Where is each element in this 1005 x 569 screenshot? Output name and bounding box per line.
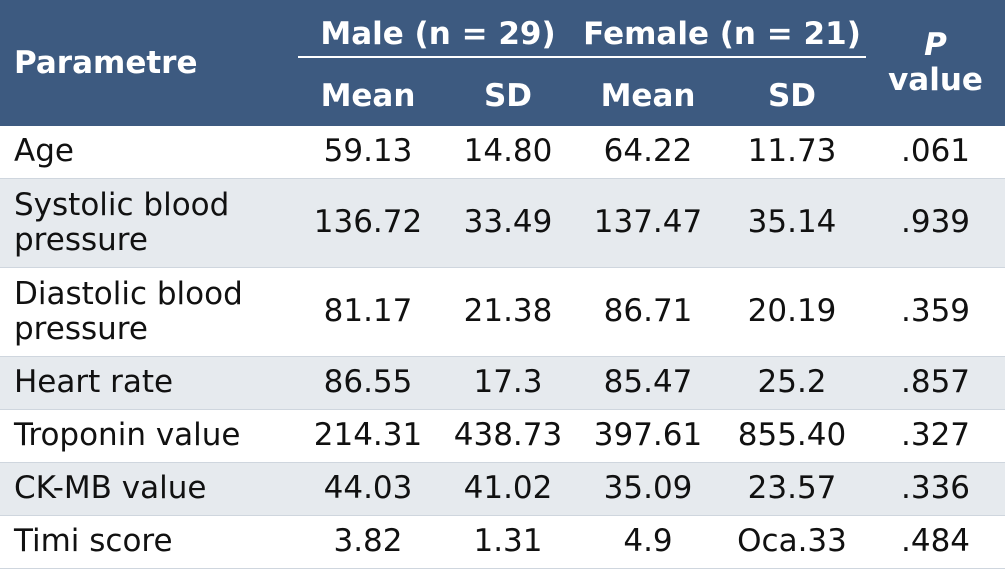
cell-male-sd: 17.3 bbox=[438, 356, 579, 410]
cell-male-mean: 81.17 bbox=[298, 267, 438, 357]
header-male-mean: Mean bbox=[298, 66, 438, 126]
cell-parameter: Systolic blood pressure bbox=[0, 178, 298, 268]
table-row: Systolic blood pressure 136.72 33.49 137… bbox=[0, 178, 1005, 268]
cell-male-mean: 136.72 bbox=[298, 178, 438, 268]
cell-male-mean: 44.03 bbox=[298, 462, 438, 516]
header-male-group: Male (n = 29) bbox=[298, 0, 579, 66]
cell-male-sd: 41.02 bbox=[438, 462, 579, 516]
table-row: CK-MB value 44.03 41.02 35.09 23.57 .336 bbox=[0, 462, 1005, 516]
cell-female-sd: 11.73 bbox=[718, 126, 867, 179]
cell-female-mean: 397.61 bbox=[578, 409, 719, 463]
cell-male-mean: 3.82 bbox=[298, 515, 438, 569]
cell-parameter: Heart rate bbox=[0, 356, 298, 410]
cell-male-sd: 14.80 bbox=[438, 126, 579, 179]
cell-p-value: .061 bbox=[866, 126, 1005, 179]
header-female-group-label: Female (n = 21) bbox=[578, 19, 867, 58]
cell-p-value: .484 bbox=[866, 515, 1005, 569]
table-row: Timi score 3.82 1.31 4.9 Oca.33 .484 bbox=[0, 515, 1005, 569]
cell-parameter: Troponin value bbox=[0, 409, 298, 463]
cell-p-value: .336 bbox=[866, 462, 1005, 516]
table-body: Age 59.13 14.80 64.22 11.73 .061 Systoli… bbox=[0, 126, 1005, 569]
header-female-mean: Mean bbox=[578, 66, 719, 126]
cell-female-sd: 855.40 bbox=[718, 409, 867, 463]
table-row: Heart rate 86.55 17.3 85.47 25.2 .857 bbox=[0, 356, 1005, 410]
cell-p-value: .327 bbox=[866, 409, 1005, 463]
cell-female-mean: 86.71 bbox=[578, 267, 719, 357]
cell-female-mean: 85.47 bbox=[578, 356, 719, 410]
cell-female-mean: 4.9 bbox=[578, 515, 719, 569]
cell-male-sd: 1.31 bbox=[438, 515, 579, 569]
cell-male-mean: 214.31 bbox=[298, 409, 438, 463]
table-row: Age 59.13 14.80 64.22 11.73 .061 bbox=[0, 126, 1005, 179]
header-p-letter: P bbox=[924, 27, 947, 63]
cell-female-sd: 25.2 bbox=[718, 356, 867, 410]
cell-male-sd: 33.49 bbox=[438, 178, 579, 268]
cell-male-sd: 438.73 bbox=[438, 409, 579, 463]
cell-p-value: .359 bbox=[866, 267, 1005, 357]
cell-p-value: .939 bbox=[866, 178, 1005, 268]
table-row: Diastolic blood pressure 81.17 21.38 86.… bbox=[0, 267, 1005, 357]
header-p-word: value bbox=[888, 62, 983, 98]
header-female-sd: SD bbox=[718, 66, 867, 126]
cell-female-sd: 20.19 bbox=[718, 267, 867, 357]
cell-female-sd: Oca.33 bbox=[718, 515, 867, 569]
header-male-group-label: Male (n = 29) bbox=[298, 19, 579, 58]
cell-female-mean: 35.09 bbox=[578, 462, 719, 516]
header-female-group: Female (n = 21) bbox=[578, 0, 867, 66]
cell-parameter: Timi score bbox=[0, 515, 298, 569]
cell-male-mean: 59.13 bbox=[298, 126, 438, 179]
cell-female-mean: 64.22 bbox=[578, 126, 719, 179]
cell-male-sd: 21.38 bbox=[438, 267, 579, 357]
header-parameter: Parametre bbox=[0, 0, 298, 126]
cell-female-sd: 35.14 bbox=[718, 178, 867, 268]
cell-female-mean: 137.47 bbox=[578, 178, 719, 268]
table-row: Troponin value 214.31 438.73 397.61 855.… bbox=[0, 409, 1005, 463]
cell-p-value: .857 bbox=[866, 356, 1005, 410]
cell-female-sd: 23.57 bbox=[718, 462, 867, 516]
header-p-value: P value bbox=[866, 0, 1005, 126]
header-male-sd: SD bbox=[438, 66, 579, 126]
cell-parameter: CK-MB value bbox=[0, 462, 298, 516]
table-header: Parametre Male (n = 29) Female (n = 21) … bbox=[0, 0, 1005, 126]
cell-parameter: Age bbox=[0, 126, 298, 179]
cell-male-mean: 86.55 bbox=[298, 356, 438, 410]
cell-parameter: Diastolic blood pressure bbox=[0, 267, 298, 357]
